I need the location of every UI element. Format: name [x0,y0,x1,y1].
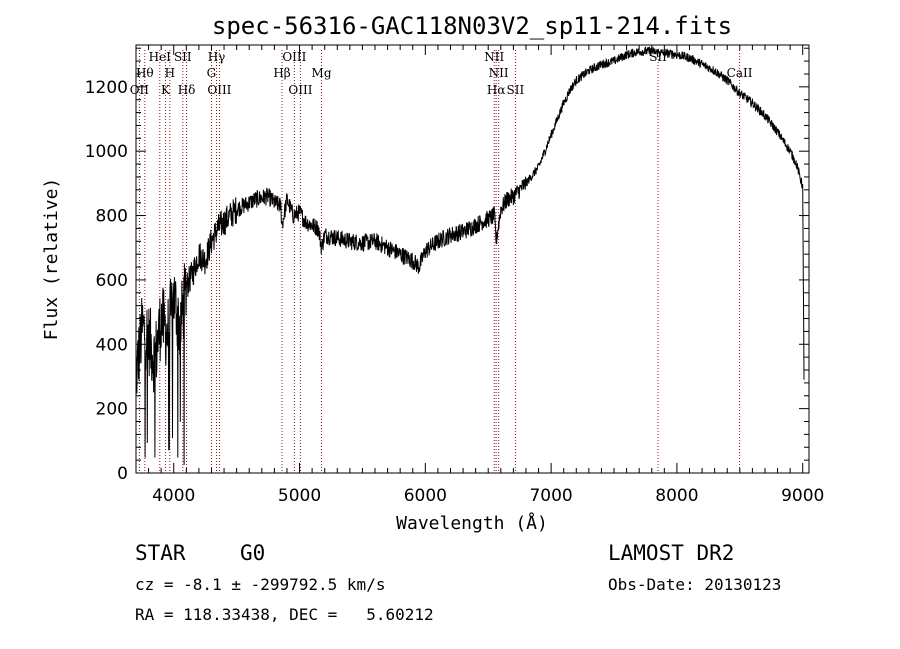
line-label-5: SII [174,50,192,64]
line-label-11: OIII [282,50,306,64]
x-tick-label: 5000 [278,486,321,506]
line-label-19: CaII [727,66,753,80]
line-label-17: SII [507,83,525,97]
emission-line-labels: OIIHθHeIKHSIIHδGHγOIIIHβOIIIOIIIMgNIIHαN… [130,50,753,97]
line-label-16: NII [489,66,509,80]
spectrum-line [135,45,805,465]
survey-name: LAMOST DR2 [608,541,735,565]
line-label-15: Hα [487,83,506,97]
line-label-7: G [207,66,217,80]
line-label-3: K [161,83,171,97]
y-tick-label: 0 [117,464,128,484]
line-label-13: Mg [312,66,332,80]
object-class: STAR [135,541,186,565]
line-label-10: Hβ [273,66,290,80]
plot-frame [135,44,810,474]
x-tick-labels: 4000 5000 6000 7000 8000 9000 [152,486,824,506]
coordinates: RA = 118.33438, DEC = 5.60212 [135,605,434,624]
line-label-12: OIII [288,83,312,97]
y-tick-labels: 0 200 400 600 800 1000 1200 [85,78,128,484]
y-axis-label: Flux (relative) [41,178,62,341]
line-label-0: OII [130,83,150,97]
line-label-1: Hθ [136,66,154,80]
y-tick-label: 400 [96,335,128,355]
line-label-18: SII [649,50,667,64]
x-tick-label: 8000 [655,486,698,506]
obs-date: Obs-Date: 20130123 [608,575,782,594]
chart-title: spec-56316-GAC118N03V2_sp11-214.fits [212,12,732,40]
line-label-6: Hδ [178,83,196,97]
emission-line-markers [138,50,741,473]
y-tick-label: 600 [96,271,128,291]
x-tick-label: 9000 [781,486,824,506]
line-label-4: H [165,66,175,80]
line-label-8: Hγ [208,50,226,64]
object-subclass: G0 [240,541,266,565]
line-label-2: HeI [149,50,172,64]
y-tick-label: 1000 [85,142,128,162]
y-tick-label: 800 [96,207,128,227]
x-tick-label: 4000 [152,486,195,506]
x-axis-label: Wavelength (Å) [396,512,548,534]
x-tick-label: 6000 [404,486,447,506]
y-tick-label: 200 [96,400,128,420]
line-label-14: NII [484,50,504,64]
velocity-readout: cz = -8.1 ± -299792.5 km/s [135,575,386,594]
x-tick-label: 7000 [529,486,572,506]
line-label-9: OIII [207,83,231,97]
y-tick-label: 1200 [85,78,128,98]
axis-ticks [136,45,809,474]
